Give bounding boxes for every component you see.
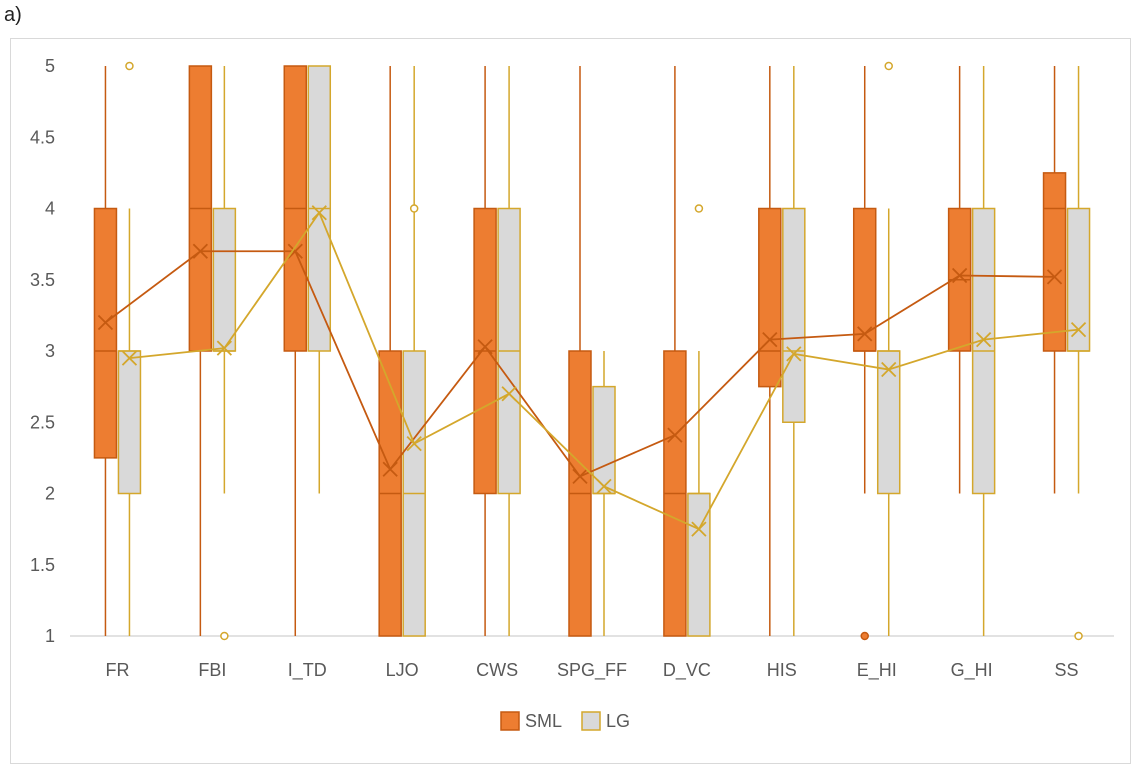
y-tick-label: 3.5	[30, 270, 55, 290]
outlier-point	[1074, 631, 1083, 641]
series-lg	[117, 61, 1091, 641]
outlier-point	[220, 631, 229, 641]
mean-line-lg	[121, 205, 1087, 537]
mean-marker	[596, 478, 612, 495]
mean-marker	[311, 205, 327, 221]
mean-marker	[501, 386, 517, 402]
outlier-point	[694, 204, 704, 213]
mean-line-sml	[97, 243, 1063, 485]
mean-marker	[975, 331, 992, 348]
y-tick-label: 3	[45, 341, 55, 361]
x-category-label: D_VC	[663, 660, 711, 681]
x-category-label: SS	[1055, 660, 1079, 680]
x-category-label: CWS	[476, 660, 518, 680]
outlier-point	[860, 631, 869, 641]
outlier-point	[884, 61, 893, 71]
y-tick-label: 4.5	[30, 127, 55, 147]
y-tick-label: 1	[45, 626, 55, 646]
mean-marker	[192, 243, 209, 259]
x-category-label: SPG_FF	[557, 660, 627, 681]
y-tick-label: 1.5	[30, 555, 55, 575]
x-category-label: G_HI	[951, 660, 993, 681]
y-tick-label: 4	[45, 199, 55, 219]
mean-marker	[406, 435, 422, 452]
mean-marker	[382, 461, 398, 477]
mean-marker	[667, 427, 683, 443]
outlier-point	[409, 204, 419, 213]
box	[93, 207, 118, 459]
box	[1042, 172, 1067, 352]
box	[212, 207, 237, 352]
panel-label: a)	[4, 4, 22, 26]
x-category-label: FR	[105, 660, 129, 680]
box	[758, 207, 782, 388]
mean-marker	[287, 243, 303, 259]
outlier-point	[125, 61, 134, 71]
box	[876, 350, 901, 495]
x-category-label: I_TD	[288, 660, 327, 681]
mean-marker	[1070, 321, 1087, 338]
mean-marker	[1046, 269, 1063, 285]
y-tick-label: 2	[45, 484, 55, 504]
y-tick-label: 2.5	[30, 412, 55, 432]
x-category-label: FBI	[198, 660, 226, 680]
x-category-label: LJO	[386, 660, 419, 680]
legend-label-sml: SML	[525, 711, 562, 731]
box	[782, 207, 806, 423]
mean-marker	[477, 339, 493, 355]
y-tick-label: 5	[45, 56, 55, 76]
mean-marker	[881, 361, 897, 378]
box	[592, 385, 616, 495]
mean-marker	[857, 326, 873, 342]
legend-swatch-sml	[500, 711, 520, 731]
mean-marker	[762, 331, 778, 348]
x-category-label: E_HI	[857, 660, 897, 681]
x-category-label: HIS	[767, 660, 797, 680]
mean-marker	[572, 468, 588, 485]
legend-swatch-lg	[581, 711, 601, 731]
mean-marker	[97, 314, 114, 331]
mean-marker	[121, 350, 138, 366]
mean-marker	[691, 521, 707, 537]
mean-marker	[216, 340, 233, 356]
series-sml	[93, 65, 1067, 641]
legend-label-lg: LG	[606, 711, 630, 731]
mean-marker	[951, 267, 968, 284]
mean-marker	[786, 346, 802, 362]
box	[117, 350, 142, 495]
